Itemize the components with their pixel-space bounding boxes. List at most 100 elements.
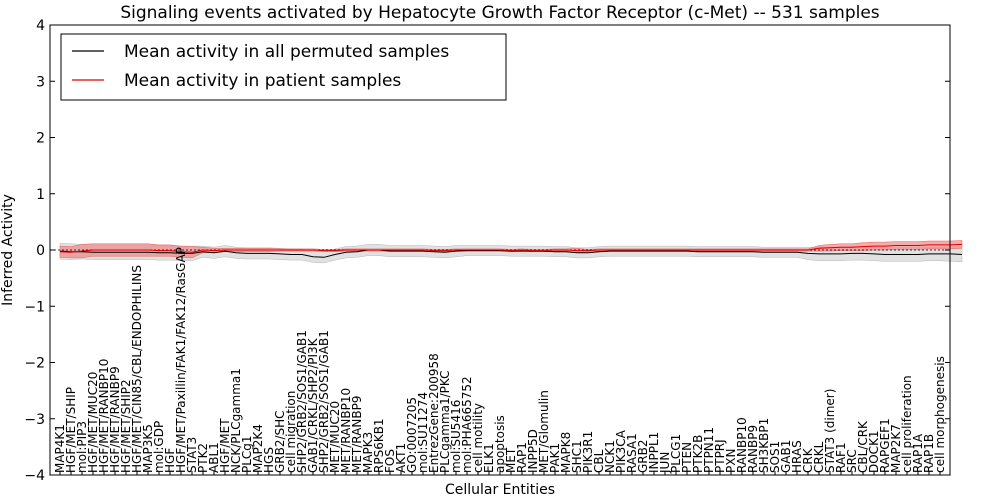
x-tick-label: PTK2 bbox=[196, 443, 210, 473]
x-tick-label: MAPK3 bbox=[361, 432, 375, 473]
x-tick-label: GO:0007205 bbox=[405, 397, 419, 473]
x-tick-label: RAF1 bbox=[834, 442, 848, 473]
x-tick-label: SHP2/GRB2/SOS1/GAB1 bbox=[295, 330, 309, 473]
x-tick-label: PTEN bbox=[680, 442, 694, 473]
x-tick-label: MET/Glomulin bbox=[537, 390, 551, 473]
confidence-bands bbox=[59, 240, 963, 264]
x-tick-label: NCK/PLCgamma1 bbox=[229, 368, 243, 473]
x-tick-label: ABL1 bbox=[207, 442, 221, 473]
x-tick-label: cell motility bbox=[471, 403, 485, 473]
chart-title: Signaling events activated by Hepatocyte… bbox=[120, 3, 879, 23]
x-tick-label: MET/RANBP10 bbox=[339, 388, 353, 473]
x-tick-label: PXN bbox=[724, 449, 738, 473]
legend-box bbox=[60, 33, 507, 101]
x-tick-label: MAP2K7 bbox=[889, 424, 903, 473]
x-tick-label: cell proliferation bbox=[900, 375, 914, 473]
x-tick-label: HGS bbox=[262, 447, 276, 473]
y-tick-label: 1 bbox=[36, 187, 45, 203]
x-tick-label: mol:PHA665752 bbox=[460, 376, 474, 473]
x-tick-label: apoptosis bbox=[493, 415, 507, 473]
x-tick-label: PAK1 bbox=[548, 443, 562, 473]
x-tick-label: GAB1 bbox=[779, 440, 793, 473]
x-tick-label: MET/RANBP9 bbox=[350, 396, 364, 473]
x-tick-label: AKT1 bbox=[394, 443, 408, 473]
x-tick-label: CBL bbox=[592, 449, 606, 473]
x-tick-label: EntrezGene:200958 bbox=[427, 353, 441, 473]
x-tick-label: mol:SU5416 bbox=[449, 400, 463, 473]
x-tick-label: RANBP10 bbox=[735, 417, 749, 473]
x-tick-label: SHP2/GRB2/SOS1/GAB1 bbox=[317, 330, 331, 473]
x-tick-label: HGF/MET/RANBP10 bbox=[97, 359, 111, 473]
x-tick-label: HGF/MET/CIN85/CBL/ENDOPHILINS bbox=[130, 265, 144, 473]
x-tick-label: SHC1 bbox=[570, 440, 584, 473]
x-tick-label: MAP2K4 bbox=[251, 424, 265, 473]
x-tick-label: SOS1 bbox=[768, 441, 782, 473]
x-tick-label: PTK2B bbox=[691, 435, 705, 473]
legend: Mean activity in all permuted samples Me… bbox=[60, 33, 507, 101]
series-band-0 bbox=[59, 243, 963, 264]
x-tick-label: NCK1 bbox=[603, 440, 617, 473]
x-tick-label: STAT3 bbox=[185, 437, 199, 473]
x-tick-label: MAP3K5 bbox=[141, 424, 155, 473]
y-axis-label: Inferred Activity bbox=[0, 194, 16, 306]
x-tick-label: HGF/MET/Paxillin/FAK1/FAK12/RasGAP bbox=[174, 247, 188, 473]
x-tick-label: RASA1 bbox=[625, 433, 639, 473]
x-tick-label: MET/MUC20 bbox=[328, 401, 342, 473]
x-tick-label: FOS bbox=[383, 449, 397, 473]
x-tick-label: SRC bbox=[845, 449, 859, 473]
x-tick-label: PLCG1 bbox=[669, 434, 683, 473]
x-tick-label: PLCgamma1/PKC bbox=[438, 370, 452, 473]
x-tick-label: RAPGEF1 bbox=[878, 418, 892, 473]
x-tick-label: mol:GDP bbox=[152, 421, 166, 473]
y-axis: −4 −3 −2 −1 0 1 2 3 4 bbox=[24, 18, 950, 484]
x-tick-label: MAP4K1 bbox=[53, 424, 67, 473]
x-tick-label: SH3KBP1 bbox=[757, 418, 771, 473]
x-tick-label: HGF/MET/RANBP9 bbox=[108, 366, 122, 473]
x-tick-label: DOCK1 bbox=[867, 430, 881, 473]
y-tick-label: −1 bbox=[24, 299, 45, 315]
y-tick-label: 2 bbox=[36, 131, 45, 147]
x-tick-label: PIK3CA bbox=[614, 429, 628, 473]
x-tick-label: ELK1 bbox=[482, 443, 496, 473]
x-tick-label: CRK bbox=[801, 447, 815, 473]
series-band-1 bbox=[59, 240, 963, 259]
x-tick-label: MET bbox=[504, 447, 518, 473]
x-tick-label: HGF/MET/MUC20 bbox=[86, 372, 100, 473]
x-tick-label: cell migration bbox=[284, 391, 298, 473]
y-tick-label: 4 bbox=[36, 18, 45, 34]
x-tick-label: JUN bbox=[658, 452, 672, 474]
y-tick-label: −4 bbox=[24, 468, 45, 484]
x-tick-label: PIK3R1 bbox=[581, 431, 595, 473]
x-tick-label: RAP1 bbox=[515, 442, 529, 473]
x-tick-label: PTPN11 bbox=[702, 427, 716, 473]
legend-label-patient: Mean activity in patient samples bbox=[124, 71, 401, 91]
x-tick-label: HGF/MET bbox=[218, 418, 232, 473]
x-tick-label: CBL/CRK bbox=[856, 420, 870, 473]
x-tick-label: HRAS bbox=[790, 440, 804, 473]
x-tick-label: RAP1A bbox=[911, 433, 925, 473]
y-tick-label: −2 bbox=[24, 356, 45, 372]
x-tick-label: GAB1/CRKL/SHP2/PI3K bbox=[306, 337, 320, 473]
x-tick-label: STAT3 (dimer) bbox=[823, 389, 837, 473]
x-tick-label: GRB2/SHC bbox=[273, 410, 287, 473]
x-tick-label: RPS6KB1 bbox=[372, 418, 386, 473]
x-tick-label: HGF/MET/SHIP bbox=[64, 387, 78, 473]
x-tick-label: CRKL bbox=[812, 441, 826, 473]
x-tick-label: RANBP9 bbox=[746, 425, 760, 473]
x-tick-label: PTPRJ bbox=[713, 439, 727, 473]
x-tick-label: PLCg1 bbox=[240, 435, 254, 473]
x-tick-label: GRB2 bbox=[636, 439, 650, 473]
x-tick-label: INPPL1 bbox=[647, 432, 661, 473]
legend-label-permuted: Mean activity in all permuted samples bbox=[124, 42, 449, 62]
x-tick-label: RAP1B bbox=[922, 434, 936, 473]
x-tick-label: HGF bbox=[163, 448, 177, 473]
x-tick-label: MAPK8 bbox=[559, 432, 573, 473]
x-axis: MAP4K1HGF/MET/SHIPmol:PIP3HGF/MET/MUC20H… bbox=[53, 247, 947, 475]
y-tick-label: −3 bbox=[24, 412, 45, 428]
series-lines bbox=[59, 243, 963, 258]
x-tick-label: HGF/MET/SHIP2 bbox=[119, 379, 133, 473]
y-tick-label: 0 bbox=[36, 243, 45, 259]
y-tick-label: 3 bbox=[36, 74, 45, 90]
